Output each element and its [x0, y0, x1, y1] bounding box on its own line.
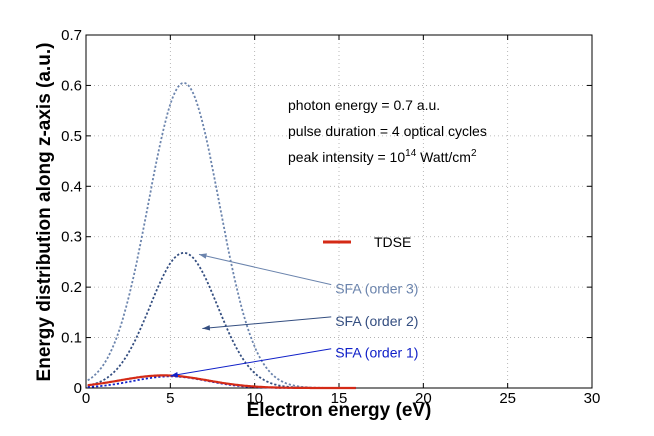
y-tick-label-0: 0 [74, 380, 82, 397]
peak-intensity-unit: Watt/cm [416, 149, 471, 165]
y-tick-label-0.3: 0.3 [61, 229, 82, 246]
annotation-peak-intensity: peak intensity = 1014 Watt/cm2 [288, 148, 477, 165]
peak-intensity-exponent: 14 [405, 148, 417, 159]
y-tick-label-0.6: 0.6 [61, 77, 82, 94]
series-line-sfa-order-2 [87, 252, 356, 389]
y-tick-label-0.1: 0.1 [61, 330, 82, 347]
series-line-tdse [87, 374, 356, 390]
arrow-line-sfa-order-1 [170, 348, 332, 377]
y-tick-label-0.5: 0.5 [61, 128, 82, 145]
x-axis-label: Electron energy (eV) [247, 400, 432, 421]
series-label-sfa-order-1: SFA (order 1) [335, 345, 418, 361]
peak-intensity-prefix: peak intensity = 10 [288, 149, 405, 165]
arrow-head-sfa-order-1 [170, 371, 179, 378]
arrow-line-sfa-order-3 [198, 253, 332, 286]
x-tick-label-30: 30 [584, 390, 601, 407]
x-tick-label-15: 15 [331, 390, 348, 407]
grid-lines [86, 35, 592, 388]
arrow-head-sfa-order-3 [199, 253, 207, 259]
x-tick-label-20: 20 [415, 390, 432, 407]
series-annotations: SFA (order 3) SFA (order 2) SFA (order 1) [170, 253, 418, 378]
legend-label-tdse: TDSE [374, 234, 411, 250]
x-tick-label-5: 5 [166, 390, 174, 407]
x-tick-label-10: 10 [246, 390, 263, 407]
arrow-line-sfa-order-2 [202, 316, 332, 329]
tick-labels: 0 5 10 15 20 25 30 0 0.1 0.2 0.3 0.4 0.5 0.6 0.7 [61, 27, 600, 407]
series-lines [87, 82, 356, 390]
peak-intensity-unit-exponent: 2 [471, 148, 477, 159]
x-tick-label-25: 25 [499, 390, 516, 407]
y-tick-label-0.4: 0.4 [61, 178, 82, 195]
series-label-sfa-order-2: SFA (order 2) [335, 313, 418, 329]
x-tick-label-0: 0 [82, 390, 90, 407]
annotation-photon-energy: photon energy = 0.7 a.u. [288, 97, 440, 113]
annotation-pulse-duration: pulse duration = 4 optical cycles [288, 123, 487, 139]
series-label-sfa-order-3: SFA (order 3) [335, 281, 418, 297]
arrow-head-sfa-order-2 [202, 325, 211, 331]
y-tick-label-0.2: 0.2 [61, 279, 82, 296]
y-tick-label-0.7: 0.7 [61, 27, 82, 44]
y-axis-label: Energy distribution along z-axis (a.u.) [34, 43, 55, 382]
